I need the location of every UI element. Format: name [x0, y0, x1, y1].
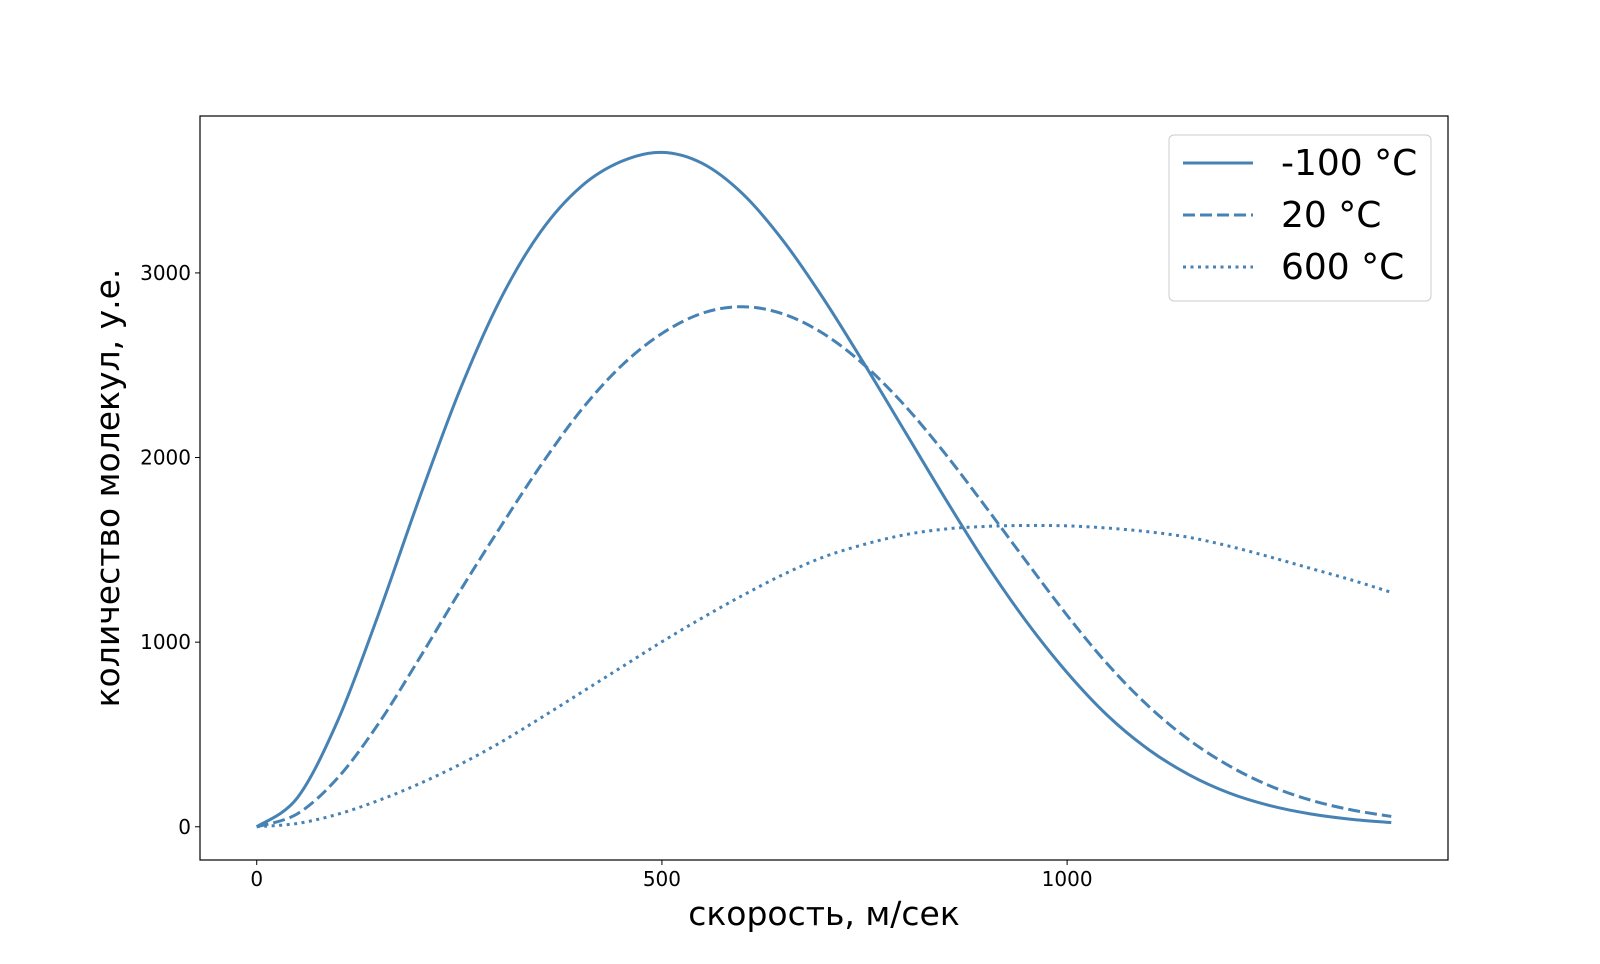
series-line-dashed	[256, 305, 1392, 829]
legend-label: -100 °C	[1281, 143, 1417, 184]
x-axis-label: скорость, м/сек	[688, 894, 960, 933]
y-tick-label: 0	[178, 815, 191, 839]
y-tick-label: 1000	[140, 630, 191, 654]
legend-entries: -100 °C 20 °C 600 °C	[1183, 143, 1417, 288]
y-tick-label: 3000	[140, 261, 191, 285]
series-line-dotted	[256, 523, 1392, 829]
legend-box	[1168, 134, 1432, 302]
y-axis-ticks: 0 1000 2000 3000	[140, 261, 200, 839]
x-axis-ticks: 0 500 1000	[250, 860, 1093, 891]
legend: -100 °C 20 °C 600 °C	[1168, 134, 1432, 302]
legend-label: 600 °C	[1281, 247, 1404, 288]
legend-label: 20 °C	[1281, 195, 1381, 236]
series-lines	[255, 150, 1392, 829]
x-tick-label: 0	[250, 867, 263, 891]
y-axis-label: количество молекул, у.е.	[88, 269, 127, 708]
y-tick-label: 2000	[140, 446, 191, 470]
plot-frame	[199, 115, 1449, 861]
x-tick-label: 1000	[1042, 867, 1093, 891]
x-tick-label: 500	[643, 867, 681, 891]
series-line-solid	[255, 150, 1392, 829]
